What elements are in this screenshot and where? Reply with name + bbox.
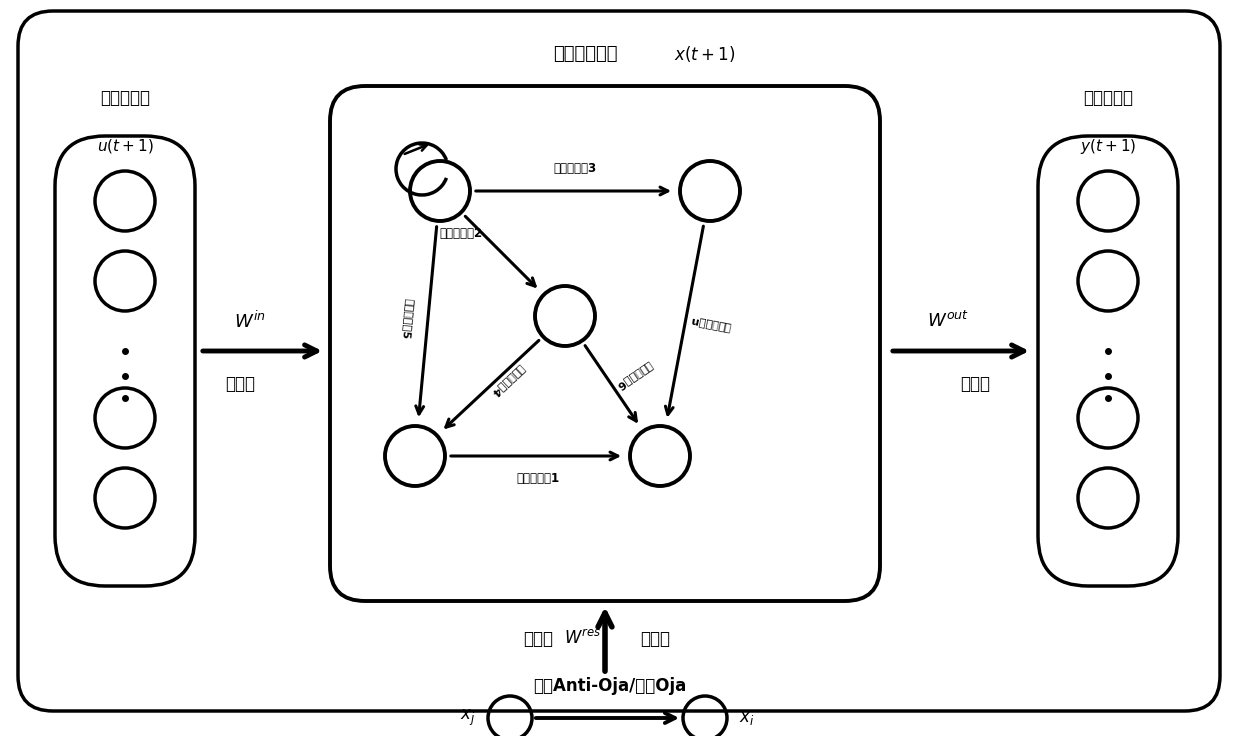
Text: 局部可塑性6: 局部可塑性6 [615, 361, 655, 392]
Text: 局部可塑性2: 局部可塑性2 [439, 227, 482, 240]
Text: 输出信号：: 输出信号： [1083, 89, 1133, 107]
Text: $x_i$: $x_i$ [739, 709, 755, 727]
Text: 局部可塑性4: 局部可塑性4 [490, 364, 527, 399]
Text: $x_j$: $x_j$ [460, 708, 476, 728]
Text: 局部可塑性n: 局部可塑性n [689, 315, 732, 332]
Text: 储备池状态：: 储备池状态： [553, 45, 618, 63]
FancyBboxPatch shape [55, 136, 195, 586]
Text: $x(t+1)$: $x(t+1)$ [675, 44, 735, 64]
Text: 第二步: 第二步 [640, 630, 670, 648]
Text: $W^{res}$: $W^{res}$ [564, 630, 601, 648]
FancyBboxPatch shape [1038, 136, 1178, 586]
Text: 输入信号：: 输入信号： [100, 89, 150, 107]
Text: $u(t+1)$: $u(t+1)$ [97, 137, 154, 155]
Text: 局部可塑性3: 局部可塑性3 [553, 163, 596, 175]
Text: $W^{out}$: $W^{out}$ [928, 311, 968, 331]
FancyBboxPatch shape [330, 86, 880, 601]
Text: 第一步: 第一步 [224, 375, 255, 393]
Text: 局部可塑性5: 局部可塑性5 [401, 298, 414, 339]
Text: 局部可塑性1: 局部可塑性1 [516, 472, 559, 484]
Text: 局部Anti-Oja/局部Oja: 局部Anti-Oja/局部Oja [533, 677, 687, 695]
Text: $W^{in}$: $W^{in}$ [234, 311, 265, 332]
Text: $y(t+1)$: $y(t+1)$ [1080, 136, 1136, 155]
FancyBboxPatch shape [19, 11, 1220, 711]
Text: 预训练: 预训练 [523, 630, 553, 648]
Text: 第三步: 第三步 [960, 375, 990, 393]
